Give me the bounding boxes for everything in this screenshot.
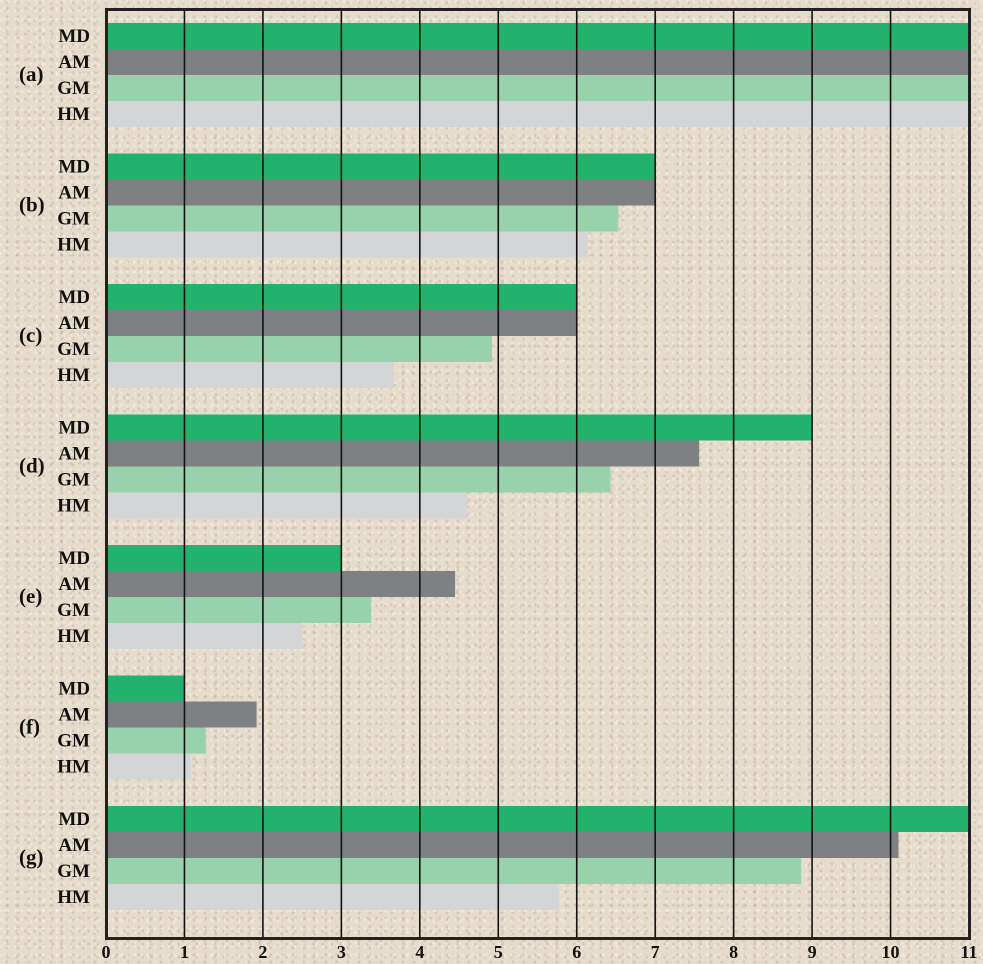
x-tick-8: 8 <box>729 942 738 962</box>
bar-a-am <box>106 49 969 75</box>
series-label-f-gm: GM <box>57 731 90 752</box>
bar-d-md <box>106 414 813 441</box>
bar-f-am <box>106 701 257 728</box>
bar-g-md <box>106 806 969 832</box>
bar-a-gm <box>106 75 969 101</box>
series-label-c-hm: HM <box>57 365 90 386</box>
group-label-a: (a) <box>19 62 44 86</box>
series-label-a-am: AM <box>58 52 90 73</box>
bar-c-hm <box>106 362 394 388</box>
series-label-g-md: MD <box>58 809 90 830</box>
plot-frame <box>105 8 971 940</box>
x-tick-6: 6 <box>572 942 581 962</box>
bar-f-gm <box>106 727 206 754</box>
bar-b-am <box>106 179 656 206</box>
group-label-e: (e) <box>19 584 42 608</box>
bar-a-md <box>106 23 969 49</box>
bar-e-hm <box>106 623 303 649</box>
x-tick-labels: 0 1 2 3 4 5 6 7 8 9 10 11 <box>102 942 978 962</box>
series-label-c-gm: GM <box>57 339 90 360</box>
series-label-d-gm: GM <box>57 470 90 491</box>
x-tick-7: 7 <box>651 942 660 962</box>
grid-layer <box>183 10 892 938</box>
group-label-b: (b) <box>19 193 45 217</box>
series-label-f-md: MD <box>58 679 90 700</box>
x-tick-1: 1 <box>180 942 189 962</box>
bars-layer <box>106 23 969 910</box>
series-label-c-am: AM <box>58 313 90 334</box>
series-label-b-md: MD <box>58 157 90 178</box>
bar-e-am <box>106 571 456 597</box>
x-tick-2: 2 <box>258 942 267 962</box>
series-label-c-md: MD <box>58 287 90 308</box>
x-tick-5: 5 <box>494 942 503 962</box>
series-label-b-am: AM <box>58 183 90 204</box>
bar-d-am <box>106 440 700 467</box>
bar-b-gm <box>106 205 619 232</box>
x-tick-9: 9 <box>808 942 817 962</box>
series-label-e-gm: GM <box>57 600 90 621</box>
series-label-e-hm: HM <box>57 626 90 647</box>
series-label-g-gm: GM <box>57 861 90 882</box>
bar-f-hm <box>106 753 191 780</box>
series-label-f-am: AM <box>58 705 90 726</box>
series-label-d-am: AM <box>58 444 90 465</box>
series-label-d-hm: HM <box>57 496 90 517</box>
series-label-b-hm: HM <box>57 235 90 256</box>
bar-g-hm <box>106 884 559 910</box>
x-tick-0: 0 <box>102 942 111 962</box>
group-label-f: (f) <box>19 715 40 739</box>
bar-e-gm <box>106 597 372 623</box>
series-label-b-gm: GM <box>57 209 90 230</box>
bar-d-hm <box>106 492 467 519</box>
category-labels: MD AM GM HM (a) MD AM GM HM (b) MD AM GM HM (c) MD AM GM H… <box>19 26 90 908</box>
bar-b-hm <box>106 231 588 258</box>
series-label-f-hm: HM <box>57 757 90 778</box>
series-label-a-gm: GM <box>57 78 90 99</box>
bar-g-gm <box>106 858 802 884</box>
series-label-g-hm: HM <box>57 887 90 908</box>
series-label-a-md: MD <box>58 26 90 47</box>
bar-f-md <box>106 675 185 702</box>
bar-g-am <box>106 832 899 858</box>
x-tick-10: 10 <box>882 942 900 962</box>
series-label-d-md: MD <box>58 418 90 439</box>
bar-b-md <box>106 153 656 180</box>
group-label-c: (c) <box>19 323 42 347</box>
x-tick-3: 3 <box>337 942 346 962</box>
bar-d-gm <box>106 466 611 493</box>
series-label-e-md: MD <box>58 548 90 569</box>
series-label-g-am: AM <box>58 835 90 856</box>
bar-a-hm <box>106 101 969 127</box>
x-tick-4: 4 <box>415 942 424 962</box>
group-label-d: (d) <box>19 454 45 478</box>
bar-e-md <box>106 545 342 571</box>
group-label-g: (g) <box>19 845 44 869</box>
series-label-a-hm: HM <box>57 104 90 125</box>
series-label-e-am: AM <box>58 574 90 595</box>
bar-c-gm <box>106 336 492 362</box>
x-tick-11: 11 <box>960 942 977 962</box>
